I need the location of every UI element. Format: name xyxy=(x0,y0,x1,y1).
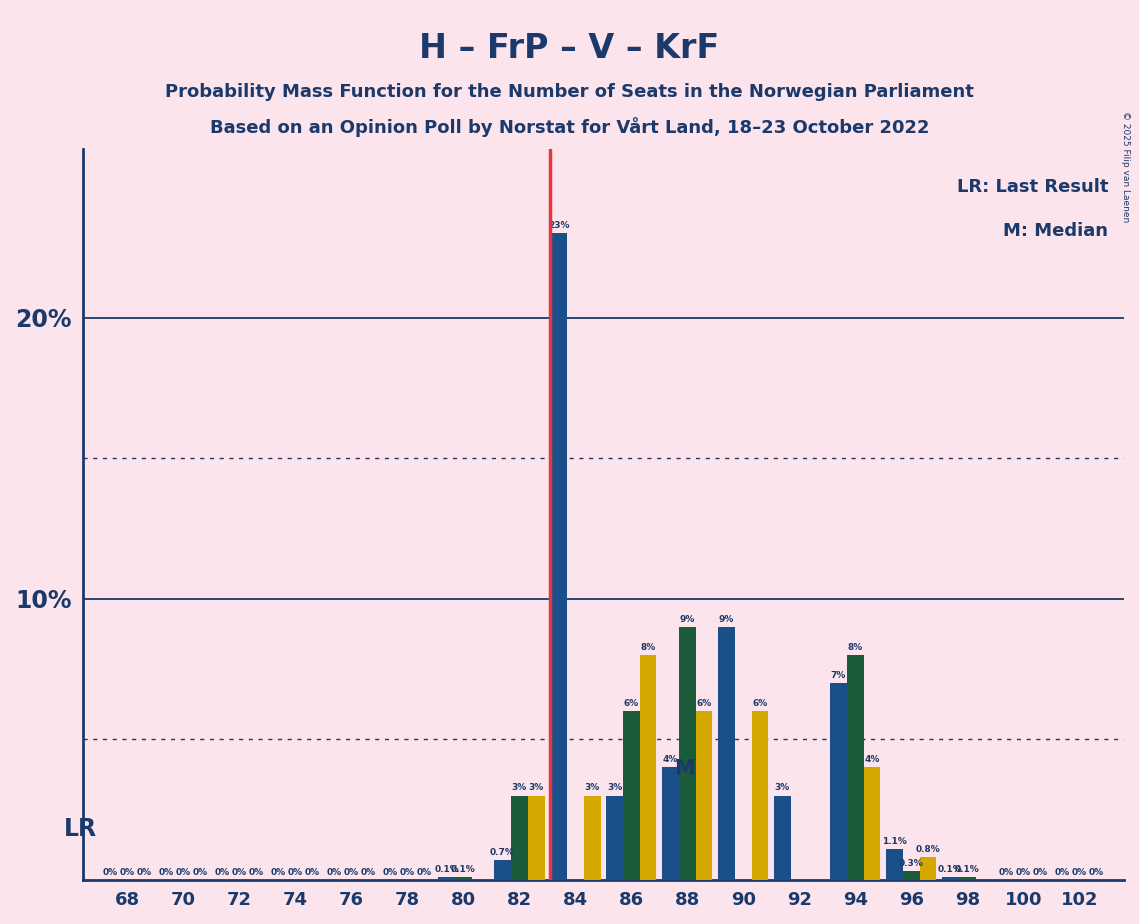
Text: H – FrP – V – KrF: H – FrP – V – KrF xyxy=(419,32,720,66)
Bar xyxy=(863,768,880,880)
Text: 3%: 3% xyxy=(607,784,622,792)
Text: 0%: 0% xyxy=(344,868,359,877)
Bar xyxy=(511,796,527,880)
Text: 0%: 0% xyxy=(288,868,303,877)
Text: 0%: 0% xyxy=(1055,868,1070,877)
Text: Based on an Opinion Poll by Norstat for Vårt Land, 18–23 October 2022: Based on an Opinion Poll by Norstat for … xyxy=(210,117,929,138)
Text: 0%: 0% xyxy=(232,868,247,877)
Bar xyxy=(454,877,472,880)
Text: 1.1%: 1.1% xyxy=(882,836,907,845)
Text: 0.1%: 0.1% xyxy=(451,865,476,874)
Bar xyxy=(623,711,640,880)
Bar xyxy=(942,877,959,880)
Text: 0.7%: 0.7% xyxy=(490,848,515,857)
Text: 0%: 0% xyxy=(1032,868,1048,877)
Text: © 2025 Filip van Laenen: © 2025 Filip van Laenen xyxy=(1121,111,1130,222)
Bar xyxy=(919,857,936,880)
Text: 0%: 0% xyxy=(999,868,1014,877)
Bar xyxy=(640,655,656,880)
Text: 6%: 6% xyxy=(753,699,768,708)
Text: LR: LR xyxy=(64,818,97,841)
Text: 9%: 9% xyxy=(719,614,735,624)
Bar xyxy=(903,871,919,880)
Text: 8%: 8% xyxy=(640,642,656,651)
Text: 0%: 0% xyxy=(1016,868,1031,877)
Text: 0%: 0% xyxy=(327,868,342,877)
Text: 0%: 0% xyxy=(361,868,376,877)
Text: 0%: 0% xyxy=(103,868,118,877)
Text: 0%: 0% xyxy=(159,868,174,877)
Text: 0%: 0% xyxy=(417,868,432,877)
Bar xyxy=(830,683,847,880)
Text: 0%: 0% xyxy=(192,868,207,877)
Text: 0.8%: 0.8% xyxy=(916,845,941,854)
Text: M: Median: M: Median xyxy=(1003,222,1108,240)
Text: 0%: 0% xyxy=(383,868,399,877)
Bar xyxy=(847,655,863,880)
Text: 6%: 6% xyxy=(624,699,639,708)
Text: 0%: 0% xyxy=(400,868,415,877)
Bar xyxy=(679,626,696,880)
Bar xyxy=(550,234,567,880)
Bar xyxy=(494,860,511,880)
Text: 3%: 3% xyxy=(511,784,527,792)
Text: 7%: 7% xyxy=(830,671,846,680)
Bar xyxy=(439,877,454,880)
Bar xyxy=(718,626,735,880)
Text: 0%: 0% xyxy=(215,868,230,877)
Text: 4%: 4% xyxy=(865,755,879,764)
Bar xyxy=(775,796,790,880)
Text: 4%: 4% xyxy=(663,755,678,764)
Bar xyxy=(583,796,600,880)
Text: 8%: 8% xyxy=(847,642,863,651)
Text: 0%: 0% xyxy=(271,868,286,877)
Text: 3%: 3% xyxy=(584,784,600,792)
Text: 6%: 6% xyxy=(696,699,712,708)
Text: 0.3%: 0.3% xyxy=(899,859,924,868)
Bar xyxy=(752,711,769,880)
Text: 0%: 0% xyxy=(120,868,134,877)
Text: LR: Last Result: LR: Last Result xyxy=(957,178,1108,196)
Text: 0.1%: 0.1% xyxy=(434,865,459,874)
Text: 0%: 0% xyxy=(1089,868,1104,877)
Text: 3%: 3% xyxy=(775,784,790,792)
Bar xyxy=(959,877,976,880)
Text: 0%: 0% xyxy=(137,868,151,877)
Bar xyxy=(527,796,544,880)
Text: 3%: 3% xyxy=(528,784,543,792)
Text: 9%: 9% xyxy=(680,614,695,624)
Text: 0.1%: 0.1% xyxy=(939,865,962,874)
Bar xyxy=(886,849,903,880)
Text: 0%: 0% xyxy=(304,868,320,877)
Text: M: M xyxy=(674,759,695,779)
Text: 0.1%: 0.1% xyxy=(954,865,980,874)
Text: 0%: 0% xyxy=(1072,868,1087,877)
Text: Probability Mass Function for the Number of Seats in the Norwegian Parliament: Probability Mass Function for the Number… xyxy=(165,83,974,101)
Bar xyxy=(696,711,713,880)
Text: 23%: 23% xyxy=(548,221,570,230)
Text: 0%: 0% xyxy=(248,868,264,877)
Text: 0%: 0% xyxy=(175,868,191,877)
Bar xyxy=(606,796,623,880)
Bar xyxy=(662,768,679,880)
